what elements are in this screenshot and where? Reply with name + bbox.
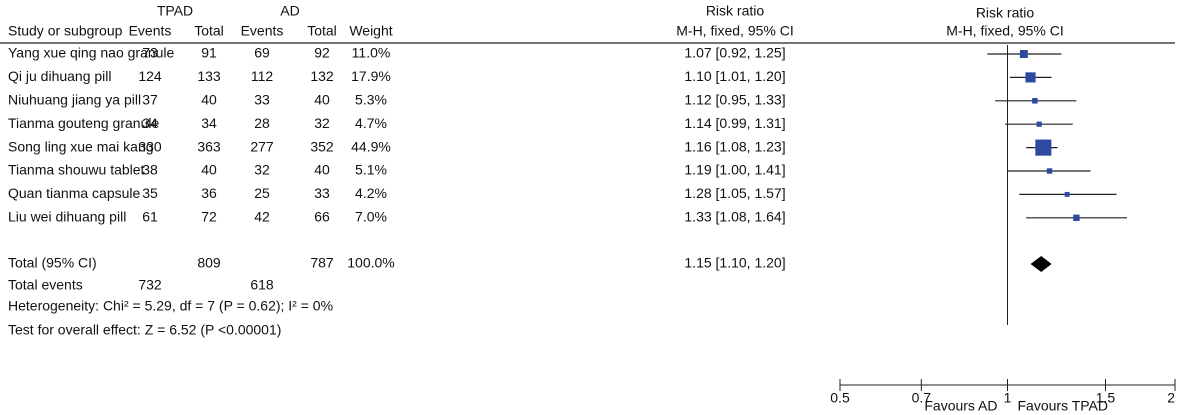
cell: 352 xyxy=(310,138,334,154)
footnote: Test for overall effect: Z = 6.52 (P <0.… xyxy=(8,322,281,338)
cell: 38 xyxy=(142,162,158,178)
cell: 72 xyxy=(201,209,217,225)
cell: 1.07 [0.92, 1.25] xyxy=(684,45,785,61)
cell: 124 xyxy=(138,68,162,84)
summary-diamond xyxy=(1030,256,1052,272)
cell: 1.12 [0.95, 1.33] xyxy=(684,92,785,108)
cell: 34 xyxy=(201,115,217,131)
cell: 40 xyxy=(201,92,217,108)
cell: 35 xyxy=(142,185,158,201)
cell: 7.0% xyxy=(355,209,387,225)
column-header: Risk ratio xyxy=(706,3,765,19)
cell: 44.9% xyxy=(351,138,391,154)
cell: 112 xyxy=(251,68,274,84)
cell: 40 xyxy=(314,162,330,178)
cell: 33 xyxy=(314,185,330,201)
column-header: M-H, fixed, 95% CI xyxy=(946,23,1063,39)
cell: 277 xyxy=(250,138,274,154)
cell: 809 xyxy=(197,255,221,271)
cell: 1.14 [0.99, 1.31] xyxy=(684,115,785,131)
row-label: Liu wei dihuang pill xyxy=(8,209,126,225)
cell: 4.2% xyxy=(355,185,387,201)
cell: 17.9% xyxy=(351,68,391,84)
row-label: Tianma shouwu tablet xyxy=(8,162,145,178)
weight-square xyxy=(1032,98,1038,104)
cell: 330 xyxy=(138,138,162,154)
cell: 28 xyxy=(254,115,270,131)
cell: 132 xyxy=(310,68,334,84)
row-label: Qi ju dihuang pill xyxy=(8,68,112,84)
weight-square xyxy=(1025,72,1036,83)
weight-square xyxy=(1073,214,1080,221)
cell: 69 xyxy=(254,45,270,61)
cell: 1.15 [1.10, 1.20] xyxy=(684,255,785,271)
cell: 1.28 [1.05, 1.57] xyxy=(684,185,785,201)
weight-square xyxy=(1046,168,1053,174)
x-tick-label: 1 xyxy=(1004,390,1012,406)
cell: 618 xyxy=(250,277,274,293)
x-tick-label: 0.7 xyxy=(912,390,932,406)
cell: 1.10 [1.01, 1.20] xyxy=(684,68,785,84)
cell: 1.16 [1.08, 1.23] xyxy=(684,138,785,154)
x-tick-label: 1.5 xyxy=(1096,390,1116,406)
cell: 1.19 [1.00, 1.41] xyxy=(684,162,785,178)
row-label: Song ling xue mai kang xyxy=(8,138,154,154)
cell: 40 xyxy=(201,162,217,178)
row-label: Yang xue qing nao granule xyxy=(8,45,175,61)
column-header: M-H, fixed, 95% CI xyxy=(676,23,793,39)
row-label: Total events xyxy=(8,277,83,293)
cell: 100.0% xyxy=(347,255,394,271)
cell: 32 xyxy=(254,162,270,178)
weight-square xyxy=(1019,50,1028,58)
group-header: TPAD xyxy=(157,3,193,19)
column-header: Events xyxy=(129,23,172,39)
cell: 4.7% xyxy=(355,115,387,131)
row-label: Total (95% CI) xyxy=(8,255,97,271)
weight-square xyxy=(1035,139,1052,156)
column-header: Total xyxy=(307,23,337,39)
column-header: Events xyxy=(241,23,284,39)
row-label: Niuhuang jiang ya pill xyxy=(8,92,141,108)
cell: 5.1% xyxy=(355,162,387,178)
favours-label: Favours TPAD xyxy=(1018,398,1109,414)
cell: 40 xyxy=(314,92,330,108)
weight-square xyxy=(1036,121,1042,127)
cell: 732 xyxy=(138,277,162,293)
cell: 37 xyxy=(142,92,158,108)
row-label: Tianma gouteng granule xyxy=(8,115,159,131)
column-header: Risk ratio xyxy=(976,5,1035,21)
x-tick-label: 0.5 xyxy=(830,390,850,406)
cell: 25 xyxy=(254,185,270,201)
cell: 34 xyxy=(142,115,158,131)
cell: 91 xyxy=(201,45,217,61)
cell: 33 xyxy=(254,92,270,108)
footnote: Heterogeneity: Chi² = 5.29, df = 7 (P = … xyxy=(8,298,333,314)
weight-square xyxy=(1064,191,1070,197)
cell: 42 xyxy=(254,209,270,225)
cell: 133 xyxy=(197,68,221,84)
cell: 36 xyxy=(201,185,217,201)
cell: 787 xyxy=(310,255,334,271)
cell: 66 xyxy=(314,209,330,225)
column-header: Study or subgroup xyxy=(8,23,123,39)
cell: 1.33 [1.08, 1.64] xyxy=(684,209,785,225)
cell: 32 xyxy=(314,115,330,131)
column-header: Weight xyxy=(349,23,392,39)
cell: 11.0% xyxy=(352,45,391,61)
cell: 363 xyxy=(197,138,221,154)
group-header: AD xyxy=(280,3,299,19)
cell: 61 xyxy=(142,209,158,225)
cell: 92 xyxy=(314,45,330,61)
cell: 5.3% xyxy=(355,92,387,108)
column-header: Total xyxy=(194,23,224,39)
favours-label: Favours AD xyxy=(924,398,997,414)
cell: 73 xyxy=(142,45,158,61)
row-label: Quan tianma capsule xyxy=(8,185,141,201)
x-tick-label: 2 xyxy=(1167,390,1175,406)
